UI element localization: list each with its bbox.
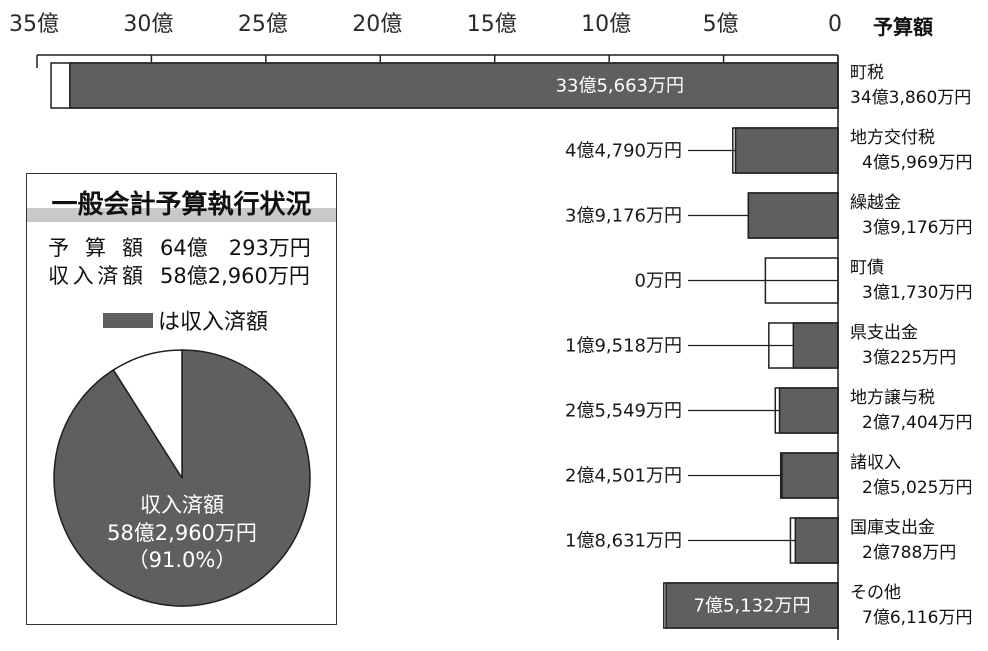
x-tick-label: 35億	[9, 12, 59, 37]
bar-row: 1億9,518万円 県支出金 3億225万円	[565, 322, 956, 369]
bar-row: 0万円 町債 3億1,730万円	[635, 257, 972, 304]
x-tick-label: 5億	[703, 12, 739, 37]
income-bar	[778, 387, 839, 434]
budget-value-label: 7億6,116万円	[862, 608, 972, 628]
category-label: 県支出金	[850, 323, 918, 343]
income-value-label: 3億9,176万円	[565, 206, 682, 227]
income-value-label: 4億4,790万円	[565, 141, 682, 162]
budget-value-label: 2億5,025万円	[862, 478, 972, 498]
x-tick-label: 25億	[238, 12, 288, 37]
bar-row: 4億4,790万円 地方交付税 4億5,969万円	[565, 127, 972, 174]
income-value-label: 1億8,631万円	[565, 531, 682, 552]
bar-row: 7億5,132万円 その他 7億6,116万円	[663, 582, 972, 629]
summary-panel: 一般会計予算執行状況 予 算 額 64億 293万円 収入済額 58億2,960…	[26, 173, 337, 625]
panel-title-band	[27, 208, 336, 222]
pie-label-percent: （91.0%）	[128, 548, 237, 572]
bar-row: 1億8,631万円 国庫支出金 2億788万円	[565, 517, 956, 564]
legend-swatch	[103, 313, 153, 328]
income-bar	[69, 62, 839, 109]
budget-value-label: 4億5,969万円	[862, 153, 972, 173]
budget-value-label: 2億788万円	[862, 543, 956, 563]
budget-column-header: 予算額	[873, 15, 933, 39]
income-bar	[794, 517, 839, 564]
budget-value-label: 3億9,176万円	[862, 218, 972, 238]
pie-label-amount: 58億2,960万円	[107, 521, 257, 545]
category-label: 地方交付税	[850, 128, 935, 148]
pie-label-name: 収入済額	[140, 493, 224, 517]
summary-budget-label: 予 算 額	[48, 236, 143, 260]
bar-rows: 33億5,663万円 町税 34億3,860万円 4億4,790万円 地方交付税 4億5,…	[50, 62, 972, 629]
panel-title: 一般会計予算執行状況	[51, 189, 311, 220]
budget-value-label: 2億7,404万円	[862, 413, 972, 433]
income-value-label: 1億9,518万円	[565, 336, 682, 357]
legend-label: は収入済額	[158, 310, 268, 335]
category-label: 地方譲与税	[850, 388, 935, 408]
summary-budget-value: 64億 293万円	[160, 236, 311, 260]
category-label: 町債	[850, 258, 884, 278]
revenue-bar-chart: 35億 30億 25億 20億 15億 10億 5億 0 予算額 33億5,663万円 町税 34…	[9, 12, 972, 640]
x-tick-label: 10億	[581, 12, 631, 37]
budget-value-label: 3億225万円	[862, 348, 956, 368]
income-bar	[747, 192, 839, 239]
income-bar	[734, 127, 839, 174]
income-value-label: 0万円	[635, 271, 682, 292]
income-value-label: 7億5,132万円	[694, 596, 811, 617]
budget-value-label: 3億1,730万円	[862, 283, 972, 303]
category-label: 町税	[850, 63, 884, 83]
income-value-label: 2億4,501万円	[565, 466, 682, 487]
category-label: 繰越金	[850, 193, 901, 213]
x-tick-label: 30億	[123, 12, 173, 37]
income-bar	[792, 322, 839, 369]
budget-value-label: 34億3,860万円	[850, 88, 971, 108]
x-axis-ticks: 35億 30億 25億 20億 15億 10億 5億 0	[9, 12, 842, 68]
x-tick-label: 20億	[352, 12, 402, 37]
category-label: 諸収入	[850, 453, 901, 473]
bar-row: 2億4,501万円 諸収入 2億5,025万円	[565, 452, 972, 499]
summary-income-value: 58億2,960万円	[160, 264, 310, 288]
pie-slice	[112, 349, 183, 479]
x-tick-label: 15億	[467, 12, 517, 37]
bar-row: 3億9,176万円 繰越金 3億9,176万円	[565, 192, 972, 239]
category-label: その他	[850, 583, 901, 603]
pie-chart	[53, 349, 311, 607]
income-bar	[781, 452, 839, 499]
x-tick-label: 0	[828, 12, 842, 37]
bar-row: 2億5,549万円 地方譲与税 2億7,404万円	[565, 387, 972, 434]
income-value-label: 33億5,663万円	[556, 76, 684, 97]
category-label: 国庫支出金	[850, 518, 935, 538]
income-value-label: 2億5,549万円	[565, 401, 682, 422]
bar-row: 33億5,663万円 町税 34億3,860万円	[50, 62, 971, 109]
